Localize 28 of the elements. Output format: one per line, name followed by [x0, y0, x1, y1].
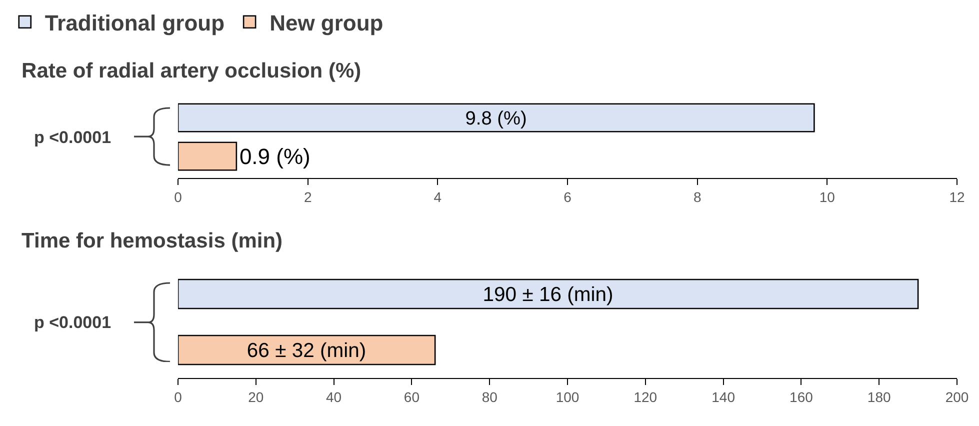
legend-label: New group [270, 10, 384, 36]
data-label: 9.8 (%) [465, 108, 527, 130]
x-tick-label: 6 [564, 188, 572, 205]
chart-title: Rate of radial artery occlusion (%) [22, 59, 362, 82]
x-tick-label: 8 [693, 188, 702, 205]
text: p <0.0001 [34, 313, 112, 332]
x-tick-label: 0 [174, 188, 182, 205]
x-tick-label: 180 [867, 388, 891, 405]
x-tick-label: 12 [949, 188, 965, 205]
x-tick-label: 4 [434, 188, 442, 205]
x-tick-label: 200 [945, 388, 969, 405]
x-tick-label: 60 [404, 388, 420, 405]
chart-title: Time for hemostasis (min) [22, 229, 283, 252]
data-label: 66 ± 32 (min) [246, 340, 366, 362]
text: p <0.0001 [34, 128, 112, 147]
x-tick-label: 20 [248, 388, 264, 405]
x-tick-label: 140 [712, 388, 736, 405]
data-label: 0.9 (%) [239, 144, 310, 169]
x-tick-label: 160 [790, 388, 814, 405]
x-tick-label: 2 [304, 188, 312, 205]
x-tick-label: 100 [556, 388, 580, 405]
x-tick-label: 10 [819, 188, 836, 205]
x-tick-label: 80 [482, 388, 498, 405]
legend-label: Traditional group [44, 10, 225, 36]
x-tick-label: 0 [174, 388, 182, 405]
data-label: 190 ± 16 (min) [482, 284, 614, 306]
x-tick-label: 120 [634, 388, 658, 405]
x-tick-label: 40 [326, 388, 342, 405]
